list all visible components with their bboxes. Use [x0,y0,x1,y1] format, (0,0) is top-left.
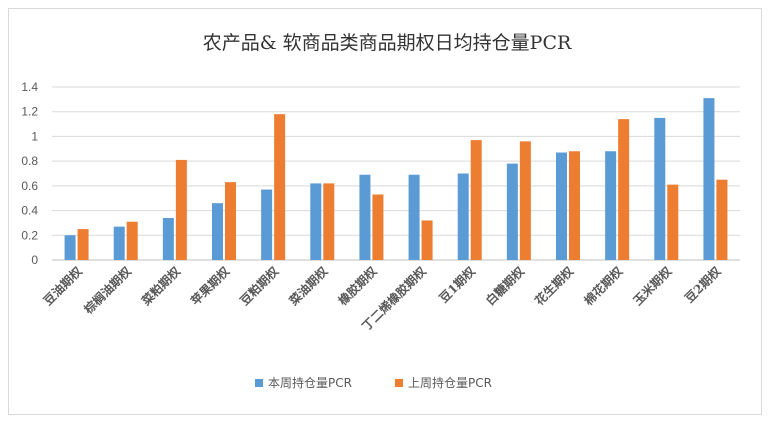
x-category-label: 花生期权 [532,263,577,308]
bar-this-week-9 [506,163,518,260]
x-category-label: 豆1期权 [436,263,479,306]
bar-this-week-1 [113,226,125,260]
y-tick-label: 1.2 [21,105,38,119]
y-tick-label: 0.4 [21,204,38,218]
x-category-label: 橡胶期权 [335,263,380,308]
x-category-label: 白糖期权 [482,263,527,308]
bar-last-week-2 [175,159,187,260]
gridlines [52,86,740,261]
bar-last-week-10 [569,151,580,260]
bar-last-week-4 [274,114,286,260]
y-tick-label: 1.4 [21,80,38,94]
x-category-label: 菜油期权 [285,263,331,309]
bar-last-week-11 [618,119,630,260]
y-tick-label: 0.2 [21,228,38,242]
bar-last-week-0 [77,229,89,260]
bar-last-week-13 [716,179,728,260]
y-tick-label: 0.8 [21,154,38,168]
y-tick-label: 1 [31,129,38,143]
bar-this-week-13 [703,98,715,260]
bar-last-week-8 [470,140,482,260]
bar-last-week-5 [323,183,335,260]
x-category-label: 菜粕期权 [138,263,184,309]
legend-swatch [395,379,403,387]
bar-this-week-6 [359,174,371,260]
bar-last-week-6 [372,194,384,260]
y-tick-label: 0 [31,253,38,267]
legend: 本周持仓量PCR 上周持仓量PCR [255,375,492,390]
bar-last-week-3 [225,182,236,260]
bar-last-week-9 [519,141,531,260]
x-category-label: 棕榈油期权 [80,263,134,317]
x-category-label: 豆油期权 [40,263,85,308]
bar-this-week-12 [654,117,666,261]
bar-last-week-1 [126,221,138,260]
bars [64,98,728,261]
bar-this-week-11 [605,151,617,260]
bar-this-week-8 [457,173,469,260]
legend-label: 上周持仓量PCR [408,375,492,390]
bar-this-week-2 [162,217,174,260]
x-category-label: 豆粕期权 [237,263,282,308]
bar-this-week-7 [408,174,420,260]
chart-frame [8,8,762,415]
bar-this-week-0 [64,235,76,260]
bar-this-week-4 [261,189,273,260]
chart-title: 农产品& 软商品类商品期权日均持仓量PCR [202,32,572,54]
bar-this-week-3 [212,203,223,260]
x-category-label: 棉花期权 [581,263,626,308]
x-category-label: 玉米期权 [630,263,675,308]
legend-swatch [255,379,263,387]
x-category-label: 豆2期权 [682,263,725,306]
y-tick-label: 0.6 [21,179,38,193]
bar-this-week-5 [310,183,322,260]
bar-last-week-12 [667,184,679,260]
x-category-label: 苹果期权 [188,263,233,308]
bar-last-week-7 [421,220,433,260]
bar-this-week-10 [556,152,567,260]
legend-label: 本周持仓量PCR [268,375,352,390]
y-axis-ticks: 0 0.2 0.4 0.6 0.8 1 1.2 1.4 [21,80,38,267]
